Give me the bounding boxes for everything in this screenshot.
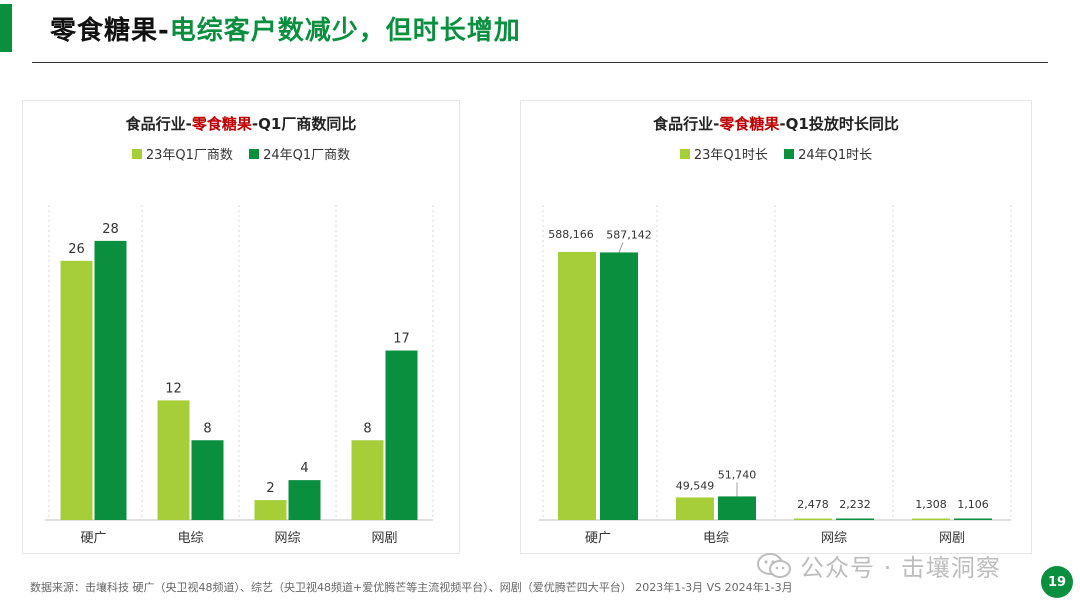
chart-title-prefix: 食品行业- — [653, 115, 720, 133]
x-tick-label: 网剧 — [371, 531, 397, 546]
legend-swatch-23 — [131, 148, 142, 159]
legend-label-23: 23年Q1厂商数 — [145, 148, 233, 163]
title-accent-bar — [0, 4, 12, 52]
x-tick-label: 硬广 — [80, 531, 106, 546]
bar-24-电综 — [718, 496, 756, 520]
bar-23-网综 — [794, 518, 832, 520]
data-label: 2,232 — [839, 498, 871, 511]
x-tick-label: 电综 — [177, 531, 203, 546]
bar-23-硬广 — [60, 260, 93, 520]
chart-legend-duration: 23年Q1时长 24年Q1时长 — [521, 144, 1031, 163]
data-label: 8 — [203, 421, 211, 436]
bar-24-网剧 — [385, 350, 418, 520]
page-title: 零食糖果-电综客户数减少，但时长增加 — [50, 10, 521, 47]
x-tick-label: 网综 — [821, 531, 847, 546]
watermark-text: 公众号 · 击壤洞察 — [800, 554, 1001, 582]
legend-swatch-24 — [249, 148, 260, 159]
legend-swatch-24 — [784, 148, 795, 159]
chart-panel-duration: 食品行业-零食糖果-Q1投放时长同比 23年Q1时长 24年Q1时长 588,1… — [520, 100, 1032, 554]
bar-24-硬广 — [600, 252, 638, 520]
chart-legend-vendors: 23年Q1厂商数 24年Q1厂商数 — [23, 144, 459, 163]
bar-24-网剧 — [954, 518, 992, 520]
data-label: 28 — [102, 222, 119, 237]
chart-title-highlight: 零食糖果 — [191, 115, 252, 133]
data-label: 588,166 — [548, 228, 594, 241]
legend-label-23: 23年Q1时长 — [693, 148, 768, 163]
page-title-main: 零食糖果- — [50, 16, 170, 46]
legend-label-24: 24年Q1时长 — [798, 148, 873, 163]
data-label: 17 — [393, 332, 410, 347]
legend-item-24: 24年Q1厂商数 — [249, 144, 350, 163]
bar-23-网综 — [254, 500, 287, 520]
bar-23-电综 — [676, 497, 714, 520]
bar-24-硬广 — [94, 240, 127, 520]
bar-chart-vendors: 26 28 硬广 12 8 电综 2 4 网综 8 17 网剧 — [45, 205, 434, 546]
chart-title-suffix: -Q1厂商数同比 — [251, 115, 357, 133]
chart-title-highlight: 零食糖果 — [719, 115, 780, 133]
chart-title-prefix: 食品行业- — [125, 115, 192, 133]
legend-item-23: 23年Q1厂商数 — [131, 144, 233, 163]
chart-title-duration: 食品行业-零食糖果-Q1投放时长同比 — [521, 113, 1031, 134]
chart-title-suffix: -Q1投放时长同比 — [779, 115, 899, 133]
x-tick-label: 网剧 — [939, 531, 965, 546]
x-tick-label: 网综 — [274, 531, 300, 546]
data-label: 2 — [266, 481, 274, 496]
data-source-note: 数据来源：击壤科技 硬广（央卫视48频道）、综艺（央卫视48频道+爱优腾芒等主流… — [30, 581, 793, 594]
data-label: 587,142 — [606, 228, 652, 241]
bar-23-网剧 — [351, 440, 384, 520]
legend-swatch-23 — [679, 148, 690, 159]
title-divider — [32, 62, 1048, 63]
x-tick-label: 硬广 — [585, 531, 611, 546]
data-label: 1,308 — [915, 498, 947, 511]
bar-23-网剧 — [912, 518, 950, 520]
chart-title-vendors: 食品行业-零食糖果-Q1厂商数同比 — [23, 113, 459, 134]
data-label: 26 — [68, 242, 85, 257]
bar-23-硬广 — [558, 251, 596, 520]
legend-item-24: 24年Q1时长 — [784, 144, 872, 163]
label-leader-line — [618, 242, 624, 253]
bar-23-电综 — [157, 400, 190, 520]
page-number-badge: 19 — [1041, 566, 1073, 598]
data-label: 1,106 — [957, 498, 989, 511]
data-label: 49,549 — [676, 479, 715, 492]
watermark: 公众号 · 击壤洞察 — [756, 548, 1001, 583]
data-label: 4 — [300, 461, 308, 476]
bar-24-电综 — [191, 440, 224, 520]
legend-label-24: 24年Q1厂商数 — [263, 148, 351, 163]
data-label: 51,740 — [718, 468, 757, 481]
data-label: 12 — [165, 381, 182, 396]
data-label: 8 — [363, 421, 371, 436]
chart-panel-vendors: 食品行业-零食糖果-Q1厂商数同比 23年Q1厂商数 24年Q1厂商数 26 28… — [22, 100, 460, 554]
page-title-sub: 电综客户数减少，但时长增加 — [169, 16, 521, 46]
wechat-icon — [757, 552, 791, 578]
legend-item-23: 23年Q1时长 — [679, 144, 768, 163]
data-label: 2,478 — [797, 498, 829, 511]
bar-24-网综 — [836, 518, 874, 520]
page-number: 19 — [1047, 574, 1067, 590]
x-tick-label: 电综 — [703, 531, 729, 546]
bar-24-网综 — [288, 480, 321, 520]
